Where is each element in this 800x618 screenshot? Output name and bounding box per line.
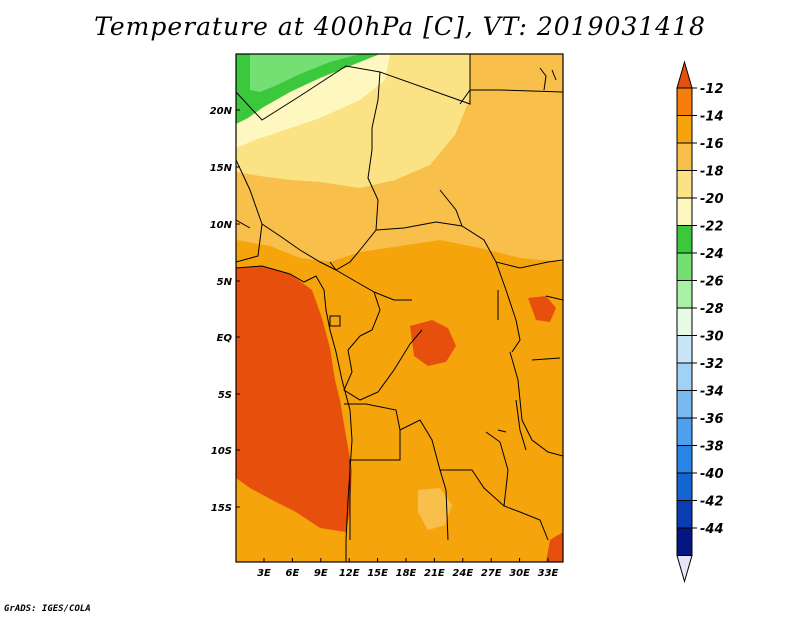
grads-credit: GrADS: IGES/COLA xyxy=(4,604,91,614)
colorbar-label: -20 xyxy=(700,192,724,207)
country-borders xyxy=(236,54,563,541)
lon-label: 24E xyxy=(452,568,473,579)
field-warm-east xyxy=(528,296,556,322)
colorbar-swatch xyxy=(676,252,693,281)
map-title: Temperature at 400hPa [C], VT: 201903141… xyxy=(94,12,706,41)
colorbar-swatch xyxy=(676,390,693,419)
colorbar-swatch xyxy=(676,527,693,556)
lat-label: EQ xyxy=(217,333,233,344)
lon-label: 6E xyxy=(286,568,300,579)
lon-label: 21E xyxy=(424,568,445,579)
colorbar-bottom-arrow xyxy=(676,555,693,584)
colorbar-swatch xyxy=(676,280,693,309)
colorbar-label: -42 xyxy=(700,495,724,510)
colorbar-label: -38 xyxy=(700,440,724,455)
colorbar-swatch xyxy=(676,87,693,116)
lon-label: 33E xyxy=(538,568,559,579)
colorbar-label: -28 xyxy=(700,302,724,317)
lat-label: 20N xyxy=(210,106,233,117)
field-patch-16 xyxy=(418,488,452,530)
colorbar-swatch xyxy=(676,307,693,336)
colorbar-swatch xyxy=(676,335,693,364)
colorbar-label: -30 xyxy=(700,330,724,345)
colorbar: -12 -14 -16 -18 -20 -22 -24 -26 -28 -30 -32 -34 -36 -… xyxy=(676,60,724,584)
longitude-axis: 3E 6E 9E 12E 15E 18E 21E 24E 27E 30E 33E xyxy=(257,558,559,579)
colorbar-swatch xyxy=(676,417,693,446)
colorbar-swatch xyxy=(676,472,693,501)
field-warm-se xyxy=(546,532,563,562)
colorbar-swatch xyxy=(676,197,693,226)
colorbar-label: -40 xyxy=(700,467,724,482)
coastline xyxy=(236,67,557,562)
colorbar-top-arrow xyxy=(676,60,693,89)
lon-label: 12E xyxy=(339,568,360,579)
colorbar-label: -32 xyxy=(700,357,724,372)
lat-label: 15S xyxy=(211,503,232,514)
lat-label: 5S xyxy=(218,390,232,401)
temperature-field xyxy=(236,54,563,562)
colorbar-label: -24 xyxy=(700,247,724,262)
colorbar-label: -44 xyxy=(700,522,724,537)
colorbar-swatch xyxy=(676,225,693,254)
colorbar-swatch xyxy=(676,445,693,474)
lat-label: 15N xyxy=(210,163,233,174)
lon-label: 27E xyxy=(481,568,502,579)
lon-label: 9E xyxy=(314,568,328,579)
colorbar-swatch xyxy=(676,115,693,144)
colorbar-label: -36 xyxy=(700,412,724,427)
colorbar-label: -16 xyxy=(700,137,724,152)
colorbar-swatch xyxy=(676,170,693,199)
lon-label: 3E xyxy=(257,568,271,579)
colorbar-swatch xyxy=(676,362,693,391)
lon-label: 18E xyxy=(396,568,417,579)
lat-label: 5N xyxy=(217,277,233,288)
colorbar-swatch xyxy=(676,500,693,529)
lat-label: 10N xyxy=(210,220,233,231)
colorbar-label: -26 xyxy=(700,275,724,290)
field-band-26 xyxy=(250,54,360,92)
colorbar-label: -14 xyxy=(700,110,724,125)
colorbar-label: -34 xyxy=(700,385,724,400)
lon-label: 30E xyxy=(509,568,530,579)
lat-label: 10S xyxy=(211,446,232,457)
latitude-axis: 20N 15N 10N 5N EQ 5S 10S 15S xyxy=(210,106,240,514)
lon-label: 15E xyxy=(367,568,388,579)
colorbar-label: -22 xyxy=(700,220,724,235)
colorbar-swatch xyxy=(676,142,693,171)
map-frame xyxy=(235,53,564,563)
field-warm-center xyxy=(410,320,456,366)
colorbar-label: -12 xyxy=(700,82,724,97)
field-warm-west xyxy=(236,266,352,532)
colorbar-label: -18 xyxy=(700,165,724,180)
